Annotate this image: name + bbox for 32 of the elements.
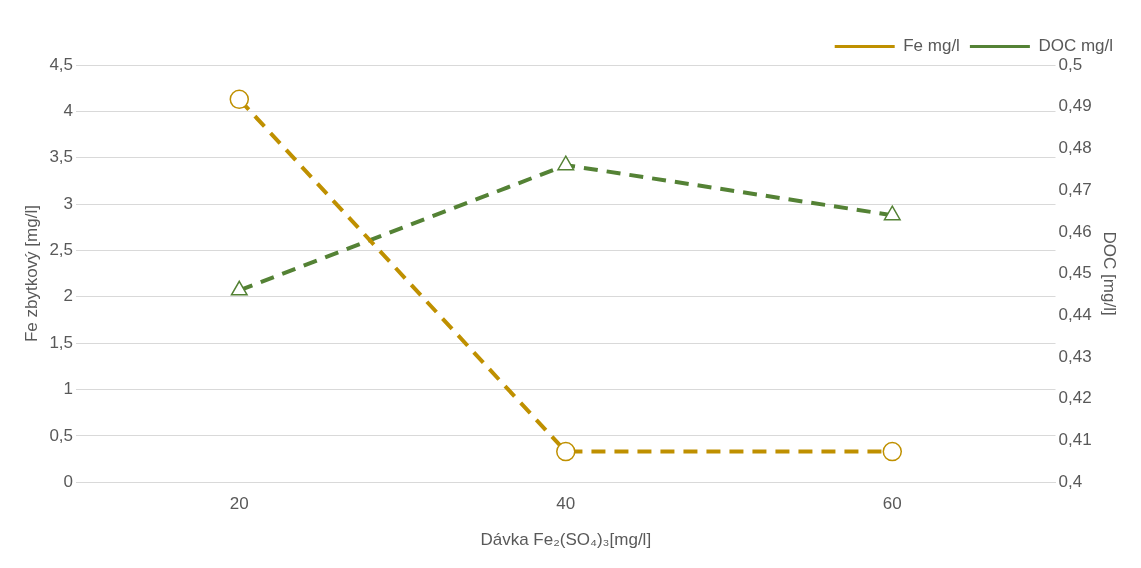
y-tick-label: 4 [63, 101, 74, 121]
y-tick-label: 4,5 [49, 54, 74, 74]
y2-tick-label: 0,44 [1058, 305, 1092, 325]
x-tick-label: 60 [882, 494, 902, 514]
y2-tick-label: 0,41 [1058, 430, 1092, 450]
y2-tick-label: 0,48 [1058, 138, 1092, 158]
y-tick-label: 2 [63, 286, 74, 306]
x-axis-title: Dávka Fe₂(SO₄)₃[mg/l] [480, 530, 652, 550]
legend-label: DOC mg/l [1038, 36, 1114, 56]
y-tick-label: 1 [63, 379, 74, 399]
y-tick-label: 1,5 [49, 332, 74, 352]
point [883, 205, 901, 221]
y2-axis-title: DOC [mg/l] [1100, 231, 1120, 316]
y-tick-label: 2,5 [49, 240, 74, 260]
y2-tick-label: 0,43 [1058, 346, 1092, 366]
point [230, 280, 248, 296]
x-tick-label: 20 [229, 494, 249, 514]
y-tick-label: 3 [63, 193, 74, 213]
y-tick-label: 0,5 [49, 425, 74, 445]
y2-tick-label: 0,42 [1058, 388, 1092, 408]
y2-tick-label: 0,49 [1058, 96, 1092, 116]
y2-tick-label: 0,45 [1058, 263, 1092, 283]
y2-tick-label: 0,47 [1058, 179, 1092, 199]
y2-tick-label: 0,46 [1058, 221, 1092, 241]
y-axis-title: Fe zbytkový [mg/l] [21, 205, 41, 343]
y-tick-label: 0 [63, 471, 74, 491]
y2-tick-label: 0,5 [1058, 54, 1083, 74]
y-tick-label: 3,5 [49, 147, 74, 167]
point [557, 155, 575, 171]
y2-tick-label: 0,4 [1058, 471, 1083, 491]
x-tick-label: 40 [556, 494, 576, 514]
legend-label: Fe mg/l [903, 36, 960, 56]
